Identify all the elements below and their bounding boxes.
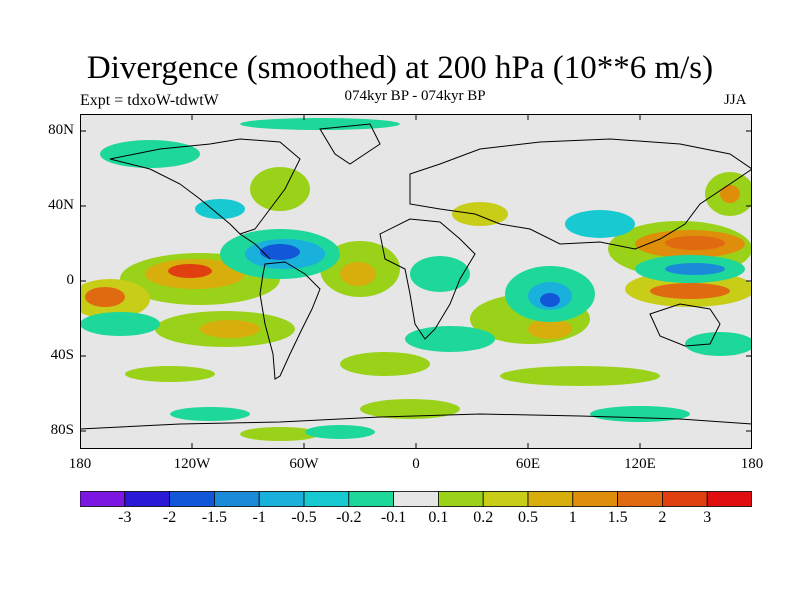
colorbar-label: -1	[252, 509, 266, 526]
australia-coast	[649, 303, 721, 347]
colorbar-label: -3	[118, 509, 132, 526]
field-blob	[565, 210, 635, 238]
season-label: JJA	[724, 92, 747, 108]
field-blob	[665, 236, 725, 250]
lon-label: 180	[68, 456, 92, 472]
lon-label: 0	[412, 456, 420, 472]
field-blob	[650, 283, 730, 299]
field-blob	[200, 320, 260, 338]
lon-label: 60W	[289, 456, 319, 472]
experiment-label: Expt = tdxoW-tdwtW	[80, 92, 219, 109]
field-blob	[250, 167, 310, 211]
colorbar-label: 0.2	[473, 509, 494, 526]
greenland-coast	[319, 123, 381, 165]
lat-label: 40N	[48, 197, 74, 213]
period-label: 074kyr BP - 074kyr BP	[344, 88, 486, 104]
field-blob	[125, 366, 215, 382]
field-blob	[240, 427, 320, 441]
field-blob	[528, 319, 572, 339]
field-blob	[170, 407, 250, 421]
central-america-coast	[239, 233, 271, 260]
colorbar-label: -0.2	[336, 509, 362, 526]
colorbar-swatch	[80, 491, 126, 507]
colorbar-swatch	[437, 491, 484, 507]
divergence-field	[80, 118, 752, 441]
lat-label: 0	[66, 272, 75, 288]
map-title: Divergence (smoothed) at 200 hPa (10**6 …	[86, 50, 714, 86]
colorbar-swatch	[527, 491, 574, 507]
field-blob	[260, 244, 300, 260]
colorbar-label: -0.1	[380, 509, 407, 526]
field-blob	[665, 263, 725, 275]
colorbar-swatch	[482, 491, 529, 507]
field-blob	[410, 256, 470, 292]
colorbar-swatch	[124, 491, 170, 507]
field-blob	[540, 293, 560, 307]
colorbar-label: -0.5	[291, 509, 317, 526]
lat-label: 40S	[50, 347, 74, 363]
colorbar-swatch	[348, 491, 394, 507]
colorbar-label: 1.5	[607, 509, 628, 526]
colorbar-swatch	[617, 491, 663, 507]
coastlines	[80, 123, 752, 430]
divergence-map	[80, 114, 752, 449]
colorbar-label: 0.1	[428, 509, 449, 526]
field-blob	[720, 185, 740, 203]
colorbar-swatch	[303, 491, 350, 507]
lon-label: 60E	[515, 456, 541, 472]
field-blob	[452, 202, 508, 226]
field-blob	[360, 399, 460, 419]
colorbar-swatch	[258, 491, 305, 507]
lon-label: 120W	[173, 456, 211, 472]
field-blob	[240, 118, 400, 130]
field-blob	[305, 425, 375, 439]
lon-label: 180	[740, 456, 764, 472]
colorbar-swatch	[393, 491, 439, 507]
colorbar-swatch	[706, 491, 752, 507]
north-america-coast	[109, 138, 301, 235]
lon-label: 120E	[624, 456, 656, 472]
eurasia-coast	[409, 138, 752, 250]
lat-label: 80N	[48, 122, 74, 138]
field-blob	[405, 326, 495, 352]
field-blob	[340, 262, 376, 286]
africa-coast	[379, 218, 476, 340]
field-blob	[195, 199, 245, 219]
colorbar	[80, 491, 752, 507]
field-blob	[80, 312, 160, 336]
field-blob	[685, 332, 752, 356]
map-frame	[80, 114, 752, 449]
colorbar-label: -1.5	[201, 509, 228, 526]
colorbar-swatch	[213, 491, 260, 507]
colorbar-label: 2	[658, 509, 667, 526]
field-blob	[168, 264, 212, 278]
south-america-coast	[259, 261, 321, 380]
lat-label: 80S	[50, 422, 74, 438]
colorbar-swatch	[169, 491, 215, 507]
colorbar-label: -2	[162, 509, 177, 526]
colorbar-label: 0.5	[518, 509, 538, 526]
colorbar-swatch	[572, 491, 618, 507]
antarctica-coast	[80, 413, 752, 430]
colorbar-label: 1	[568, 509, 577, 526]
colorbar-swatch	[662, 491, 708, 507]
field-blob	[340, 352, 430, 376]
field-blob	[85, 287, 125, 307]
field-blob	[590, 406, 690, 422]
field-blob	[100, 140, 200, 168]
field-blob	[500, 366, 660, 386]
colorbar-label: 3	[703, 509, 712, 526]
